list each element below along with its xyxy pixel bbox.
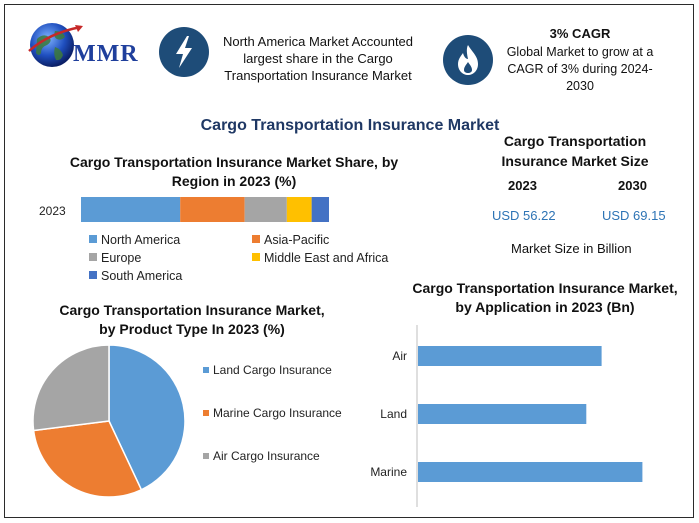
region-legend: North America Asia-Pacific Europe Middle…: [89, 233, 419, 291]
cagr-block: 3% CAGR Global Market to grow at a CAGR …: [505, 25, 655, 95]
product-legend: Land Cargo Insurance Marine Cargo Insura…: [203, 363, 363, 473]
lightning-badge: [159, 27, 209, 77]
legend-middle-east-africa: Middle East and Africa: [252, 251, 388, 265]
flame-badge: [443, 35, 493, 85]
application-bar: [418, 462, 643, 482]
legend-label: Land Cargo Insurance: [213, 363, 332, 377]
region-stacked-bar: [81, 197, 329, 222]
pie-slice: [108, 344, 186, 491]
product-pie-chart: [32, 344, 186, 498]
legend-label: Asia-Pacific: [264, 233, 330, 247]
application-bar: [418, 346, 602, 366]
logo-text: MMR: [73, 41, 139, 67]
legend-swatch: [203, 410, 209, 416]
legend-label: Europe: [101, 251, 142, 265]
legend-swatch: [89, 253, 97, 261]
flame-icon: [458, 45, 478, 75]
region-bar-segment: [180, 197, 245, 222]
legend-label: Air Cargo Insurance: [213, 449, 320, 463]
cagr-text: Global Market to grow at a CAGR of 3% du…: [506, 45, 654, 93]
region-chart-title: Cargo Transportation Insurance Market Sh…: [69, 154, 399, 189]
legend-label: North America: [101, 233, 181, 247]
market-size-year-2030: 2030: [618, 178, 647, 193]
legend-land-cargo: Land Cargo Insurance: [203, 363, 332, 377]
market-size-title: Cargo Transportation Insurance Market Si…: [475, 131, 675, 171]
main-title: Cargo Transportation Insurance Market: [200, 117, 500, 134]
pie-slice: [32, 344, 110, 432]
legend-label: Marine Cargo Insurance: [213, 406, 342, 420]
legend-north-america: North America: [89, 233, 180, 247]
globe-icon: [28, 23, 83, 67]
region-year-label: 2023: [39, 204, 66, 218]
legend-marine-cargo: Marine Cargo Insurance: [203, 406, 342, 420]
region-bar-segment: [244, 197, 287, 222]
lightning-icon: [176, 36, 192, 68]
infographic-frame: MMR North America Market Accounted large…: [4, 4, 694, 518]
legend-swatch: [252, 253, 260, 261]
application-category-label: Land: [380, 407, 407, 421]
product-chart-title: Cargo Transportation Insurance Market, b…: [59, 302, 325, 337]
legend-europe: Europe: [89, 251, 141, 265]
legend-asia-pacific: Asia-Pacific: [252, 233, 329, 247]
application-bar-chart: Air Land Marine: [370, 325, 643, 507]
market-size-note: Market Size in Billion: [511, 241, 632, 256]
legend-swatch: [89, 235, 97, 243]
application-bar: [418, 404, 587, 424]
market-size-year-2023: 2023: [508, 178, 537, 193]
application-chart-title: Cargo Transportation Insurance Market, b…: [412, 280, 678, 315]
legend-swatch: [252, 235, 260, 243]
legend-south-america: South America: [89, 269, 182, 283]
application-category-label: Marine: [370, 465, 407, 479]
legend-label: South America: [101, 269, 183, 283]
legend-swatch: [203, 367, 209, 373]
market-size-title-line2: Insurance Market Size: [501, 153, 649, 169]
north-america-statement: North America Market Accounted largest s…: [222, 34, 414, 83]
legend-label: Middle East and Africa: [264, 251, 389, 265]
region-bar-segment: [311, 197, 329, 222]
region-bar-segment: [81, 197, 181, 222]
market-size-value-2023: USD 56.22: [492, 208, 556, 223]
pie-slice: [32, 420, 143, 498]
market-size-title-line1: Cargo Transportation: [503, 133, 647, 149]
legend-swatch: [203, 453, 209, 459]
application-category-label: Air: [392, 349, 407, 363]
mmr-logo: MMR: [21, 15, 151, 85]
market-size-value-2030: USD 69.15: [602, 208, 666, 223]
legend-air-cargo: Air Cargo Insurance: [203, 449, 320, 463]
legend-swatch: [89, 271, 97, 279]
cagr-title: 3% CAGR: [549, 26, 611, 41]
region-bar-segment: [286, 197, 312, 222]
